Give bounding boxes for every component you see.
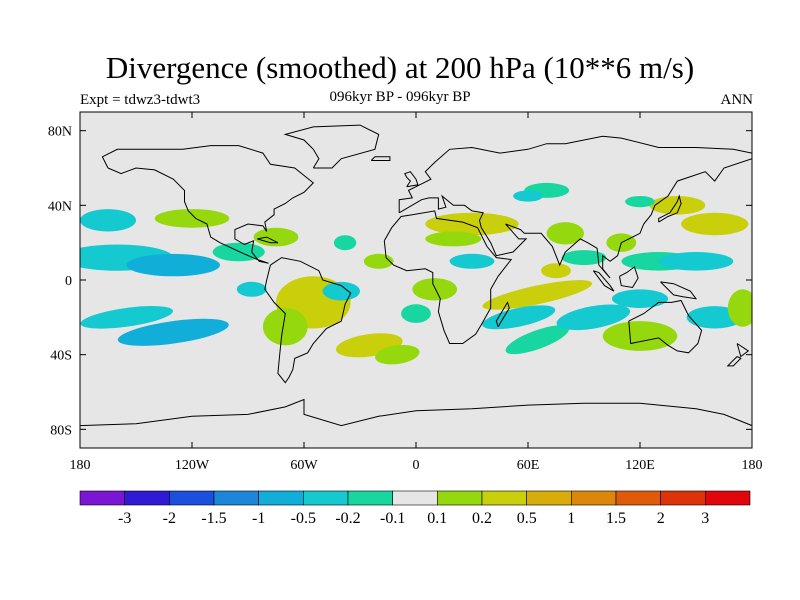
cuba-coastline	[257, 236, 279, 244]
divergence-region	[425, 231, 482, 247]
divergence-region	[556, 304, 631, 331]
colorbar-swatch	[615, 490, 661, 506]
south-america-coastline	[264, 257, 352, 384]
new-zealand-south-coastline	[726, 356, 742, 367]
lon-tick-label: 60E	[517, 458, 540, 473]
sumatra-coastline	[592, 270, 615, 292]
lon-tick-label: 120W	[175, 458, 210, 473]
colorbar-label: -0.2	[335, 510, 360, 527]
greenland-coastline	[283, 124, 380, 169]
divergence-region	[425, 212, 519, 236]
colorbar-swatch	[437, 490, 483, 506]
divergence-region	[561, 250, 607, 266]
colorbar-label: -1	[252, 510, 265, 527]
axis-ticks: 80N 40N 0 40S 80S 180 120W 60W 0 60E 120E 180	[48, 112, 763, 473]
season-label: ANN	[720, 92, 754, 108]
divergence-region	[505, 325, 570, 355]
colorbar-label: 0.1	[427, 510, 447, 527]
colorbar-swatch	[571, 490, 617, 506]
colorbar-label: 0.2	[472, 510, 492, 527]
colorbar-label: -3	[118, 510, 131, 527]
colorbar-label: 0.5	[517, 510, 537, 527]
colorbar-swatch	[660, 490, 706, 506]
divergence-field	[80, 182, 752, 365]
lon-tick-label: 180	[70, 458, 91, 473]
colorbar-swatch	[526, 490, 572, 506]
divergence-region	[154, 209, 230, 228]
divergence-region	[412, 278, 458, 301]
divergence-region	[117, 318, 229, 346]
divergence-region	[333, 235, 357, 251]
colorbar-label: -0.1	[380, 510, 405, 527]
divergence-region	[727, 289, 752, 327]
antarctica-coastline	[80, 398, 752, 427]
africa-coastline	[383, 210, 513, 344]
divergence-region	[658, 251, 734, 271]
colorbar-swatch	[169, 490, 215, 506]
new-guinea-coastline	[660, 281, 698, 300]
lon-tick-label: 60W	[290, 458, 318, 473]
lat-tick-label: 40S	[50, 349, 72, 364]
divergence-region	[513, 190, 543, 202]
colorbar-swatch	[124, 490, 170, 506]
colorbar-label: -2	[163, 510, 176, 527]
plot-title: Divergence (smoothed) at 200 hPa (10**6 …	[105, 50, 695, 85]
divergence-region	[375, 344, 420, 365]
lat-tick-label: 80N	[48, 125, 72, 140]
colorbar-swatch	[392, 490, 438, 506]
divergence-region	[322, 281, 360, 301]
colorbar-swatch	[79, 490, 125, 506]
colorbar-swatch	[258, 490, 304, 506]
japan-coastline	[658, 194, 682, 223]
divergence-region	[546, 222, 584, 245]
divergence-region	[612, 289, 668, 309]
plot-subtitle: 096kyr BP - 096kyr BP	[329, 89, 471, 105]
lon-tick-label: 120E	[625, 458, 655, 473]
lon-tick-label: 0	[413, 458, 420, 473]
divergence-region	[449, 253, 495, 269]
experiment-label: Expt = tdwz3-tdwt3	[80, 92, 201, 108]
divergence-region	[253, 227, 299, 247]
new-zealand-coastline	[736, 343, 750, 358]
colorbar-label: -0.5	[291, 510, 316, 527]
divergence-region	[482, 280, 593, 310]
lat-tick-label: 40N	[48, 199, 72, 214]
colorbar-label: 3	[701, 510, 709, 527]
coastlines	[80, 124, 752, 427]
colorbar-swatch	[303, 490, 349, 506]
iceland-coastline	[370, 156, 391, 161]
colorbar-swatch	[705, 490, 751, 506]
colorbar-label: 1.5	[606, 510, 626, 527]
divergence-region	[126, 253, 220, 277]
colorbar-swatch	[213, 490, 259, 506]
colorbar-label: 1	[567, 510, 575, 527]
map-background	[80, 112, 752, 448]
divergence-region	[236, 281, 267, 297]
lon-tick-label: 180	[742, 458, 763, 473]
lat-tick-label: 0	[65, 274, 72, 289]
colorbar-label: -1.5	[201, 510, 226, 527]
divergence-region	[625, 196, 655, 208]
divergence-region	[649, 196, 706, 215]
borneo-coastline	[619, 266, 639, 289]
eurasia-coastline	[398, 135, 752, 279]
divergence-region	[80, 209, 136, 232]
britain-coastline	[404, 171, 419, 188]
divergence-region	[80, 306, 173, 329]
divergence-region	[262, 308, 308, 346]
madagascar-coastline	[495, 301, 510, 327]
north-america-coastline	[101, 145, 315, 264]
colorbar: -3 -2 -1.5 -1 -0.5 -0.2 -0.1 0.1 0.2 0.5 1 1.5 2 3	[79, 490, 751, 527]
lat-tick-label: 80S	[50, 423, 72, 438]
colorbar-swatch	[481, 490, 527, 506]
divergence-region	[681, 212, 749, 236]
colorbar-label: 2	[657, 510, 665, 527]
colorbar-swatch	[347, 490, 393, 506]
divergence-region	[541, 263, 571, 279]
divergence-region	[602, 321, 678, 351]
australia-coastline	[628, 299, 703, 354]
divergence-region	[401, 304, 431, 323]
